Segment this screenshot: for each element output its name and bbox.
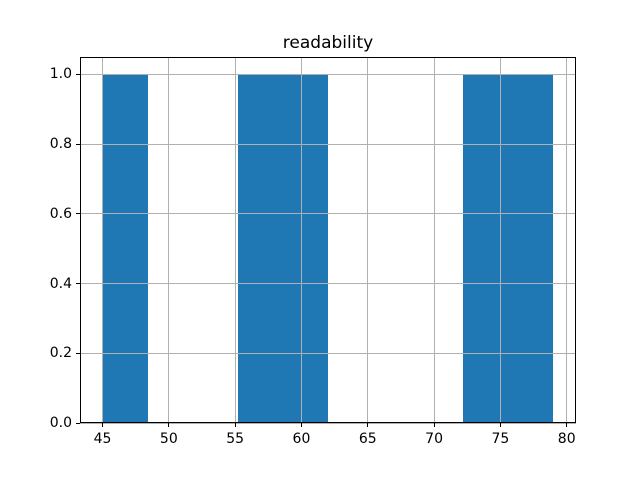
y-tick	[76, 422, 80, 424]
grid-line-vertical	[367, 57, 369, 423]
grid-line-vertical	[102, 57, 104, 423]
x-tick-label: 80	[557, 431, 576, 447]
y-tick	[76, 213, 80, 215]
x-tick	[499, 423, 501, 427]
x-tick	[433, 423, 435, 427]
plot-area: 45 50 55 60 65 70 75 80 0.0 0.2 0.4 0.6 0.8 1.0	[50, 57, 576, 446]
y-tick-label: 0.4	[49, 275, 72, 292]
grid-line-horizontal	[80, 422, 576, 424]
y-tick-label: 0.6	[49, 205, 72, 222]
y-tick	[76, 73, 80, 75]
grid-line-horizontal	[80, 213, 576, 215]
y-tick-label: 1.0	[49, 66, 72, 83]
y-tick	[76, 143, 80, 145]
x-tick-label: 60	[292, 431, 311, 447]
histogram-bar	[282, 74, 328, 423]
x-tick-label: 75	[491, 431, 510, 447]
grid-line-horizontal	[80, 73, 576, 75]
y-tick-label: 0.0	[49, 415, 72, 431]
x-tick	[234, 423, 236, 427]
x-tick-label: 65	[358, 431, 377, 447]
y-tick	[76, 283, 80, 285]
x-tick-label: 70	[425, 431, 444, 447]
x-tick	[300, 423, 302, 427]
grid-line-horizontal	[80, 143, 576, 145]
y-tick	[76, 352, 80, 354]
grid-line-vertical	[566, 57, 568, 423]
x-tick	[102, 423, 104, 427]
histogram-bar	[508, 74, 554, 423]
y-tick-label: 0.8	[49, 136, 72, 153]
histogram-bar	[463, 74, 509, 423]
chart-title: readability	[282, 33, 374, 53]
grid-line-vertical	[168, 57, 170, 423]
x-tick	[367, 423, 369, 427]
histogram-bar	[102, 74, 148, 423]
grid-line-vertical	[234, 57, 236, 423]
grid-line-vertical	[433, 57, 435, 423]
histogram-bar	[237, 74, 283, 423]
grid-line-vertical	[300, 57, 302, 423]
grid-line-vertical	[499, 57, 501, 423]
x-tick-label: 55	[226, 431, 245, 447]
grid-line-horizontal	[80, 352, 576, 354]
x-tick-label: 50	[159, 431, 178, 447]
grid-line-horizontal	[80, 283, 576, 285]
y-tick-label: 0.2	[49, 345, 72, 362]
x-tick	[566, 423, 568, 427]
x-tick	[168, 423, 170, 427]
x-tick-label: 45	[93, 431, 112, 447]
